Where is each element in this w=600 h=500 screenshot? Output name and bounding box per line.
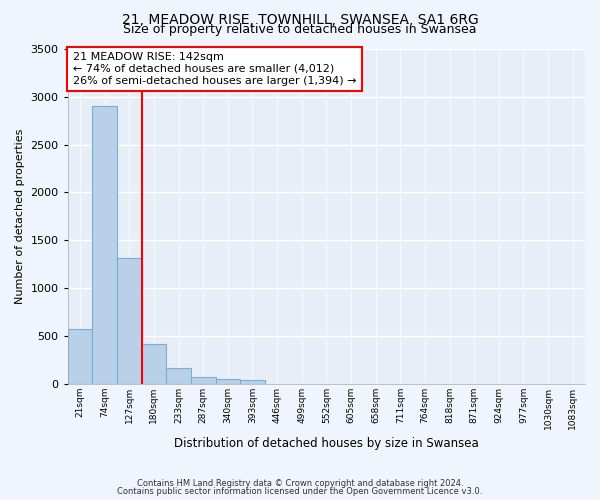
- Bar: [142, 344, 166, 384]
- Text: Size of property relative to detached houses in Swansea: Size of property relative to detached ho…: [123, 22, 477, 36]
- Bar: [191, 376, 215, 384]
- Bar: [117, 258, 142, 384]
- Bar: [240, 380, 265, 384]
- Text: Contains HM Land Registry data © Crown copyright and database right 2024.: Contains HM Land Registry data © Crown c…: [137, 478, 463, 488]
- Bar: [92, 106, 117, 384]
- X-axis label: Distribution of detached houses by size in Swansea: Distribution of detached houses by size …: [174, 437, 479, 450]
- Bar: [68, 329, 92, 384]
- Text: 21, MEADOW RISE, TOWNHILL, SWANSEA, SA1 6RG: 21, MEADOW RISE, TOWNHILL, SWANSEA, SA1 …: [122, 12, 478, 26]
- Bar: [215, 379, 240, 384]
- Text: Contains public sector information licensed under the Open Government Licence v3: Contains public sector information licen…: [118, 487, 482, 496]
- Text: 21 MEADOW RISE: 142sqm
← 74% of detached houses are smaller (4,012)
26% of semi-: 21 MEADOW RISE: 142sqm ← 74% of detached…: [73, 52, 356, 86]
- Y-axis label: Number of detached properties: Number of detached properties: [15, 128, 25, 304]
- Bar: [166, 368, 191, 384]
